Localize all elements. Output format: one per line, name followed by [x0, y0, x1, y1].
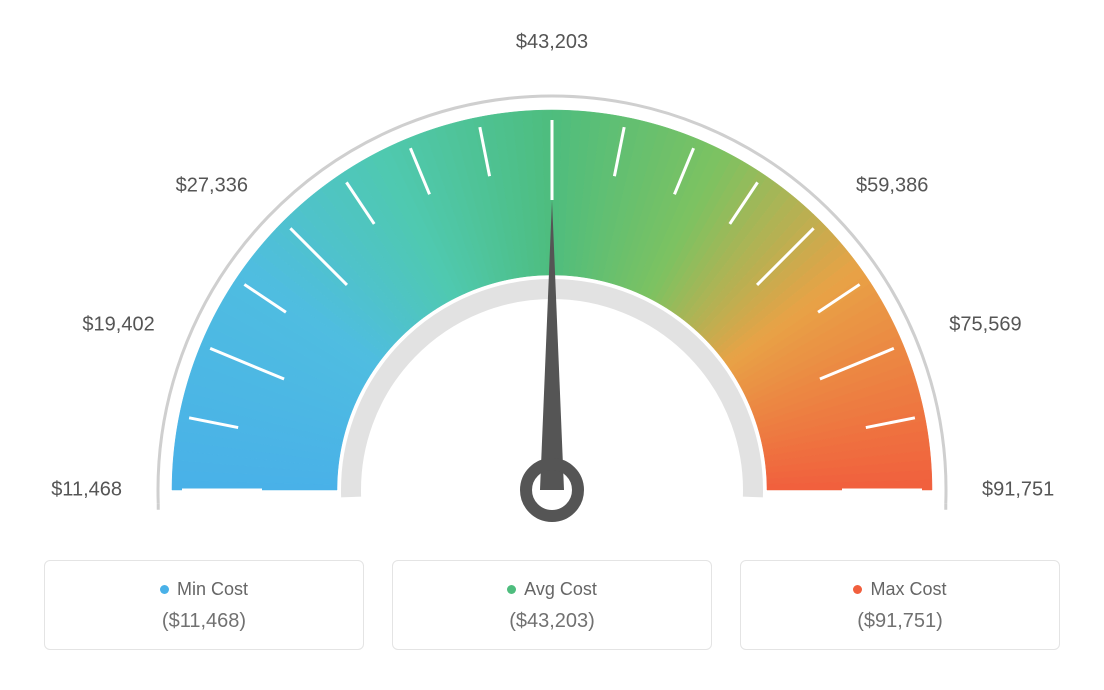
- legend-title-max: Max Cost: [853, 579, 946, 600]
- dot-icon: [507, 585, 516, 594]
- gauge-scale-label: $19,402: [82, 314, 154, 337]
- legend-value-max: ($91,751): [741, 610, 1059, 633]
- legend-value-avg: ($43,203): [393, 610, 711, 633]
- dot-icon: [160, 585, 169, 594]
- gauge-scale-label: $59,386: [856, 174, 928, 197]
- legend-label: Max Cost: [870, 579, 946, 600]
- gauge-scale-label: $11,468: [51, 479, 122, 502]
- legend-title-avg: Avg Cost: [507, 579, 597, 600]
- legend-label: Min Cost: [177, 579, 248, 600]
- legend-value-min: ($11,468): [45, 610, 363, 633]
- legend-card-max: Max Cost ($91,751): [740, 560, 1060, 650]
- gauge-scale-label: $27,336: [176, 174, 248, 197]
- gauge-svg: [102, 60, 1002, 560]
- legend-card-avg: Avg Cost ($43,203): [392, 560, 712, 650]
- legend-title-min: Min Cost: [160, 579, 248, 600]
- legend-row: Min Cost ($11,468) Avg Cost ($43,203) Ma…: [0, 560, 1104, 650]
- legend-label: Avg Cost: [524, 579, 597, 600]
- gauge-scale-label: $43,203: [516, 31, 588, 54]
- gauge-scale-label: $91,751: [982, 479, 1054, 502]
- dot-icon: [853, 585, 862, 594]
- legend-card-min: Min Cost ($11,468): [44, 560, 364, 650]
- gauge-scale-label: $75,569: [949, 314, 1021, 337]
- gauge-chart: $11,468 $19,402 $27,336 $43,203 $59,386 $75,5…: [0, 0, 1104, 560]
